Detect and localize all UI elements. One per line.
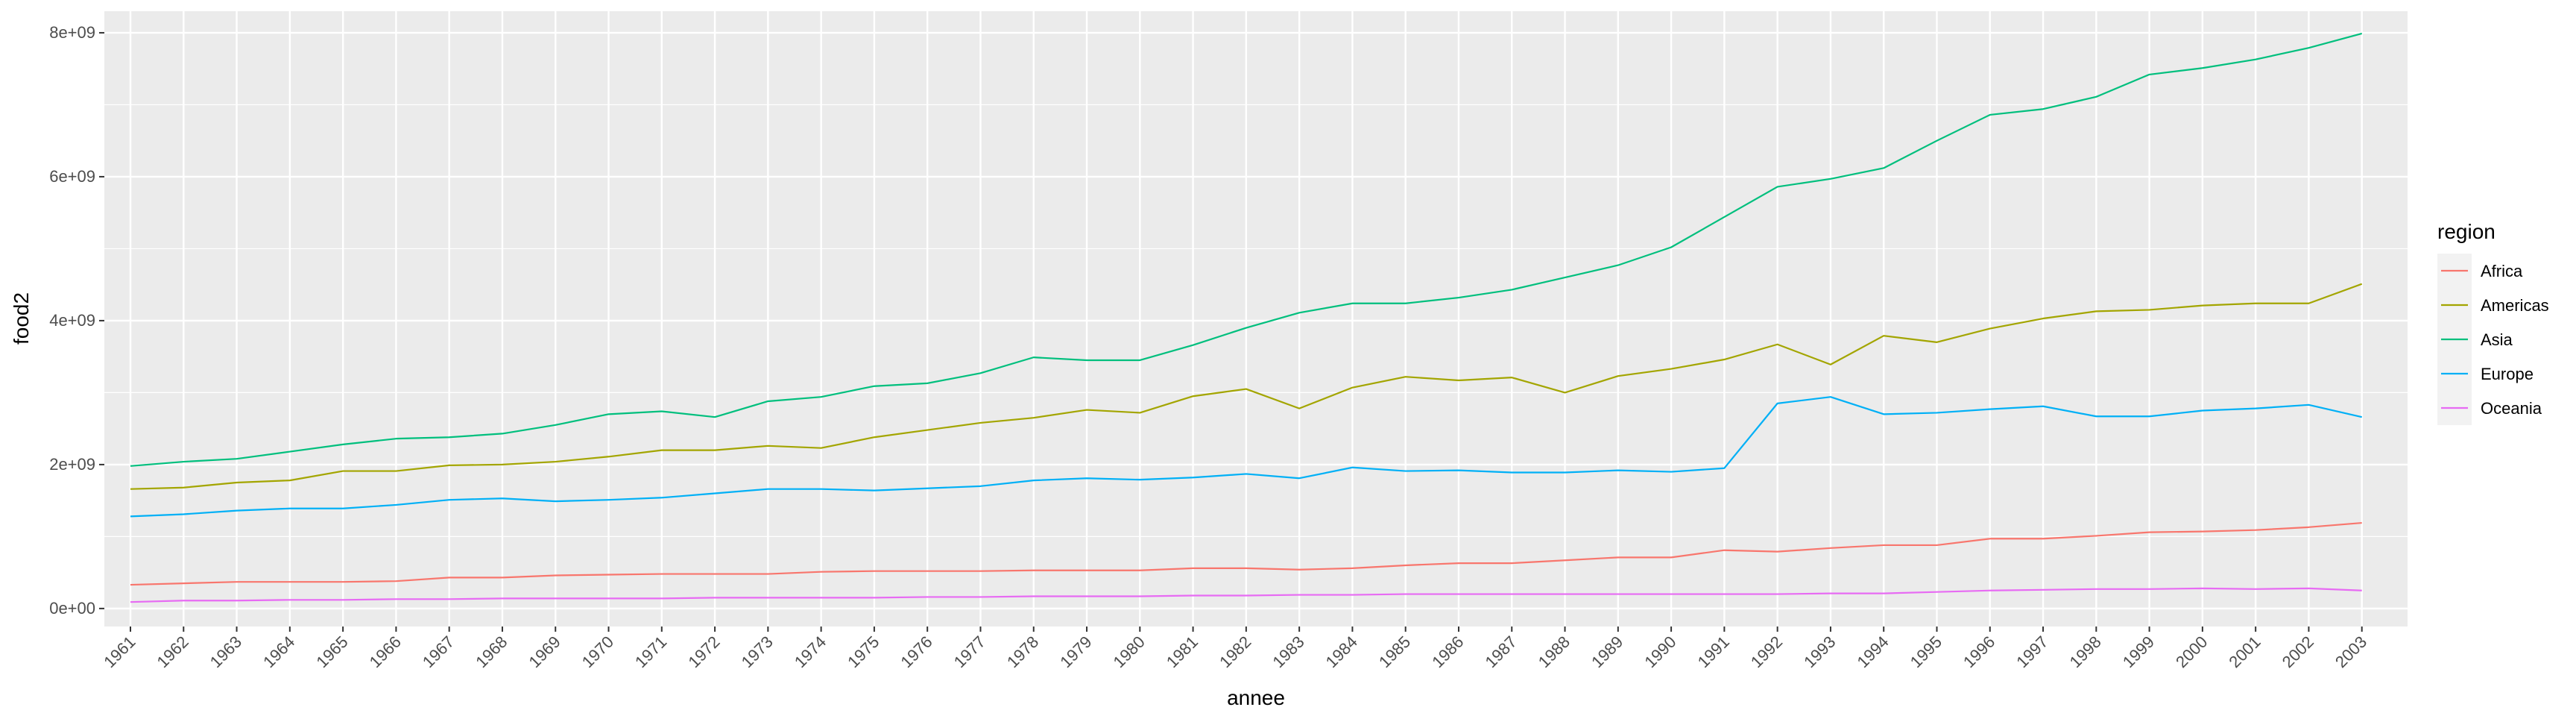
x-tick-label: 1962 [154,632,192,671]
x-tick-label: 1972 [684,632,723,671]
x-tick-label: 1980 [1110,632,1149,671]
legend-label-americas: Americas [2481,296,2549,315]
x-tick-label: 2000 [2172,632,2211,671]
x-tick-label: 1986 [1428,632,1467,671]
y-tick-label: 4e+09 [49,311,95,330]
x-tick-label: 1982 [1216,632,1254,671]
x-tick-label: 1997 [2012,632,2051,671]
y-tick-label: 8e+09 [49,23,95,42]
legend-label-europe: Europe [2481,365,2534,383]
legend-label-asia: Asia [2481,330,2513,349]
x-tick-label: 2002 [2279,632,2317,671]
x-tick-label: 1999 [2119,632,2158,671]
series-line-asia [130,32,2363,467]
x-tick-label: 2001 [2225,632,2264,671]
x-tick-label: 1985 [1375,632,1414,671]
x-tick-label: 1998 [2066,632,2105,671]
x-tick-label: 1981 [1163,632,1202,671]
y-tick-label: 0e+00 [49,599,95,618]
x-tick-label: 1987 [1481,632,1520,671]
x-tick-label: 1964 [259,632,298,671]
x-tick-label: 1992 [1747,632,1786,671]
x-tick-label: 1978 [1003,632,1042,671]
x-tick-label: 1970 [578,632,617,671]
x-tick-label: 1995 [1907,632,1945,671]
y-tick-label: 6e+09 [49,167,95,186]
x-tick-label: 1969 [525,632,564,671]
x-tick-label: 1966 [366,632,405,671]
series-line-americas [130,283,2363,490]
legend-label-africa: Africa [2481,262,2523,280]
legend-items: Africa Americas Asia Europe Oceania [2437,254,2549,425]
x-tick-label: 1968 [472,632,511,671]
x-tick-label: 1991 [1694,632,1733,671]
x-tick-label: 1961 [100,632,139,671]
plot-panel [104,11,2408,626]
x-axis: 1961 1962 1963 1964 1965 1966 1967 1968 1969 1970… [100,626,2370,671]
x-tick-label: 1973 [738,632,777,671]
x-tick-label: 1983 [1269,632,1307,671]
y-axis-title: food2 [10,292,33,345]
x-tick-label: 1975 [844,632,883,671]
x-tick-label: 1989 [1588,632,1626,671]
x-tick-label: 1971 [631,632,670,671]
series-line-europe [130,396,2362,518]
x-tick-label: 1965 [312,632,351,671]
x-tick-label: 1996 [1960,632,1998,671]
grid-lines [104,11,2408,626]
legend-label-oceania: Oceania [2481,399,2542,418]
series-line-oceania [130,587,2362,603]
x-tick-label: 1967 [419,632,458,671]
x-tick-label: 1990 [1641,632,1679,671]
y-axis: 0e+00 2e+09 4e+09 6e+09 8e+09 [49,23,104,618]
legend: region Africa Americas Asia Europe Oceania [2437,220,2549,425]
y-tick-label: 2e+09 [49,455,95,474]
x-tick-label: 1984 [1322,632,1361,671]
x-tick-label: 1977 [950,632,989,671]
x-tick-label: 1993 [1800,632,1839,671]
x-tick-label: 1976 [897,632,935,671]
x-tick-label: 2003 [2332,632,2370,671]
series-line-africa [130,521,2362,586]
x-axis-title: annee [1227,686,1285,709]
x-tick-label: 1963 [206,632,245,671]
x-tick-label: 1979 [1056,632,1095,671]
series-lines [130,32,2363,603]
legend-title: region [2437,220,2496,243]
x-tick-label: 1994 [1853,632,1892,671]
x-tick-label: 1974 [791,632,830,671]
x-tick-label: 1988 [1535,632,1573,671]
